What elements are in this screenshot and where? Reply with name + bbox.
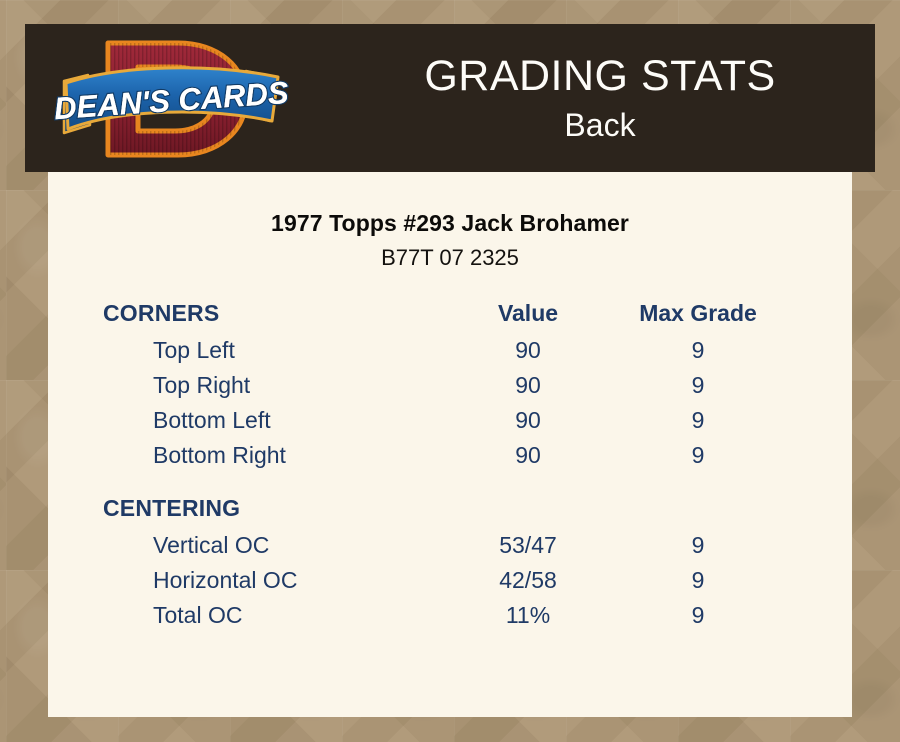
row-label: Top Left bbox=[153, 337, 235, 363]
row-value: 90 bbox=[515, 372, 541, 398]
row-value: 90 bbox=[515, 442, 541, 468]
grading-stats-table: CORNERS Value Max Grade Top Left 90 9 To… bbox=[48, 300, 852, 637]
logo-ribbon-band bbox=[64, 66, 280, 131]
table-row: Horizontal OC 42/58 9 bbox=[48, 567, 852, 602]
page-subtitle: Back bbox=[564, 107, 636, 143]
table-row: Total OC 11% 9 bbox=[48, 602, 852, 637]
column-header-value: Value bbox=[497, 300, 559, 326]
row-label: Horizontal OC bbox=[153, 567, 298, 593]
row-max-grade: 9 bbox=[691, 532, 705, 558]
table-row: Top Right 90 9 bbox=[48, 372, 852, 407]
table-row: Vertical OC 53/47 9 bbox=[48, 532, 852, 567]
row-value: 90 bbox=[515, 337, 541, 363]
section-title-corners: CORNERS bbox=[103, 300, 220, 326]
row-max-grade: 9 bbox=[691, 337, 705, 363]
row-label: Bottom Left bbox=[153, 407, 271, 433]
row-label: Bottom Right bbox=[153, 442, 286, 468]
row-label: Top Right bbox=[153, 372, 251, 398]
row-max-grade: 9 bbox=[691, 407, 705, 433]
section-title-centering: CENTERING bbox=[103, 495, 241, 521]
row-max-grade: 9 bbox=[691, 442, 705, 468]
column-header-max-grade: Max Grade bbox=[639, 300, 757, 326]
row-max-grade: 9 bbox=[691, 567, 705, 593]
header-title-block: GRADING STATS Back bbox=[325, 24, 875, 172]
row-label: Vertical OC bbox=[153, 532, 270, 558]
row-max-grade: 9 bbox=[691, 602, 705, 628]
header-bar: DEAN'S CARDS DEAN'S CARDS GRADING STATS … bbox=[25, 24, 875, 172]
row-value: 11% bbox=[505, 602, 551, 628]
card-title: 1977 Topps #293 Jack Brohamer bbox=[271, 210, 629, 236]
deans-cards-logo[interactable]: DEAN'S CARDS DEAN'S CARDS bbox=[50, 29, 300, 169]
row-label: Total OC bbox=[153, 602, 243, 628]
table-section-header-corners: CORNERS Value Max Grade bbox=[48, 300, 852, 337]
row-value: 90 bbox=[515, 407, 541, 433]
section-spacer bbox=[48, 477, 852, 495]
row-value: 53/47 bbox=[499, 532, 557, 558]
row-value: 42/58 bbox=[499, 567, 557, 593]
row-max-grade: 9 bbox=[691, 372, 705, 398]
table-section-header-centering: CENTERING bbox=[48, 495, 852, 532]
page-title: GRADING STATS bbox=[424, 52, 776, 100]
card-serial-number: B77T 07 2325 bbox=[381, 245, 519, 270]
table-row: Top Left 90 9 bbox=[48, 337, 852, 372]
content-panel: 1977 Topps #293 Jack Brohamer B77T 07 23… bbox=[48, 172, 852, 717]
table-row: Bottom Right 90 9 bbox=[48, 442, 852, 477]
table-row: Bottom Left 90 9 bbox=[48, 407, 852, 442]
